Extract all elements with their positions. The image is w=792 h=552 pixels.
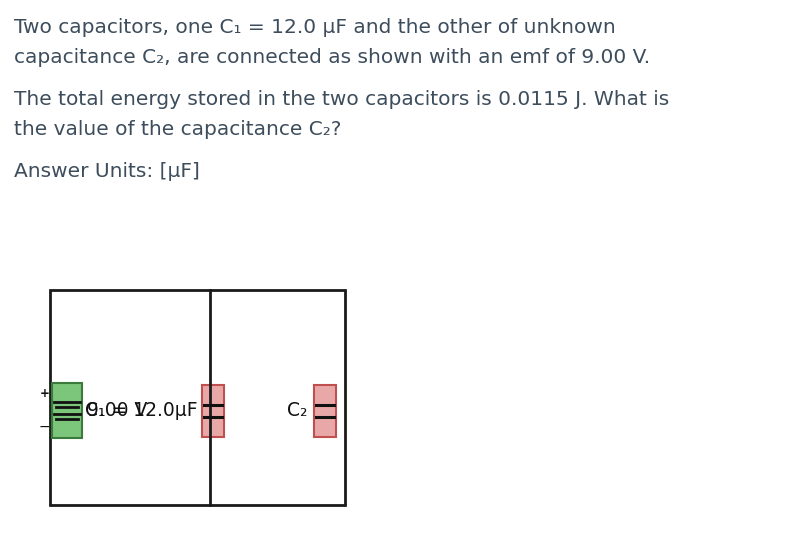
Text: 9.00 V: 9.00 V (87, 401, 147, 420)
Text: The total energy stored in the two capacitors is 0.0115 J. What is: The total energy stored in the two capac… (14, 90, 669, 109)
Bar (202, 385, 224, 437)
Bar (314, 385, 336, 437)
Text: C₂: C₂ (287, 401, 308, 421)
Text: Answer Units: [μF]: Answer Units: [μF] (14, 162, 200, 181)
Text: capacitance C₂, are connected as shown with an emf of 9.00 V.: capacitance C₂, are connected as shown w… (14, 48, 650, 67)
Text: Two capacitors, one C₁ = 12.0 μF and the other of unknown: Two capacitors, one C₁ = 12.0 μF and the… (14, 18, 615, 37)
Bar (52, 383, 82, 438)
Text: −: − (38, 420, 50, 434)
Text: +: + (40, 387, 50, 400)
Text: C₁ = 12.0μF: C₁ = 12.0μF (86, 401, 198, 421)
Bar (50, 290, 345, 505)
Text: the value of the capacitance C₂?: the value of the capacitance C₂? (14, 120, 341, 139)
